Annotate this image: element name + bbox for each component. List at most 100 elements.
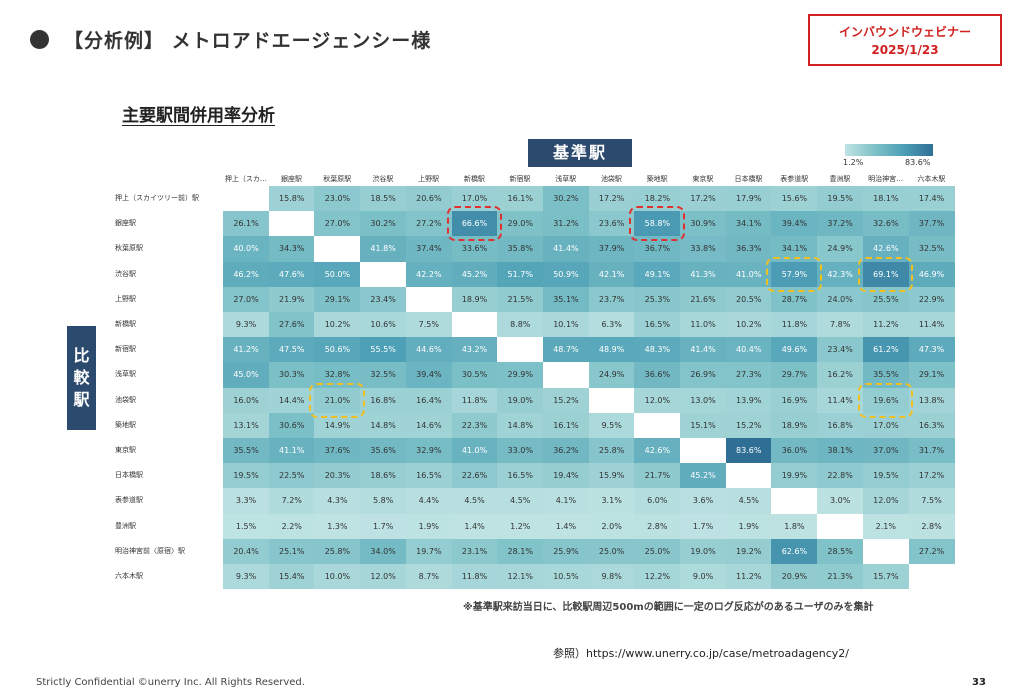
heatmap-cell: 27.6% (268, 312, 315, 338)
heatmap-cell: 19.2% (725, 538, 772, 564)
row-header: 上野駅 (115, 294, 136, 303)
row-header: 表参道駅 (115, 496, 143, 505)
heatmap-cell: 48.3% (634, 337, 681, 363)
badge-date: 2025/1/23 (871, 43, 939, 57)
heatmap-cell: 47.5% (268, 337, 315, 363)
heatmap-cell: 16.1% (497, 186, 544, 212)
heatmap-cell: 49.1% (634, 261, 681, 287)
row-header: 銀座駅 (115, 219, 136, 228)
heatmap-cell: 40.4% (725, 337, 772, 363)
heatmap-cell: 11.4% (817, 387, 864, 413)
heatmap-cell: 6.0% (634, 488, 681, 514)
heatmap-cell: 69.1% (862, 261, 909, 287)
chart-subtitle: 主要駅間併用率分析 (122, 106, 275, 126)
heatmap-cell: 19.0% (497, 387, 544, 413)
column-header: 日本橋駅 (734, 175, 763, 183)
row-header: 池袋駅 (115, 395, 136, 404)
heatmap-cell: 4.5% (725, 488, 772, 514)
heatmap-cell: 39.4% (405, 362, 452, 388)
heatmap-cell: 21.7% (634, 463, 681, 489)
heatmap-cell: 37.9% (588, 236, 635, 262)
slide-title: 【分析例】 メトロアドエージェンシー様 (64, 30, 432, 52)
heatmap-cell: 25.9% (542, 538, 589, 564)
heatmap-cell: 1.9% (405, 513, 452, 539)
heatmap-cell: 23.4% (817, 337, 864, 363)
heatmap-cell: 37.4% (405, 236, 452, 262)
row-header: 東京駅 (115, 446, 136, 454)
column-header: 上野駅 (418, 175, 440, 183)
heatmap-cell: 1.3% (314, 513, 361, 539)
heatmap-cell: 16.5% (634, 312, 681, 338)
heatmap-cell: 22.5% (268, 463, 315, 489)
heatmap-cell: 23.6% (588, 211, 635, 237)
heatmap-cell: 20.4% (223, 538, 270, 564)
row-header: 新宿駅 (115, 345, 136, 354)
heatmap-cell: 16.9% (771, 387, 818, 413)
row-header: 渋谷駅 (115, 269, 136, 278)
reference-link[interactable]: 参照）https://www.unerry.co.jp/case/metroad… (553, 647, 849, 660)
heatmap-cell: 28.1% (497, 538, 544, 564)
row-header: 押上（スカイツリー前）駅 (115, 194, 199, 202)
heatmap-cell: 15.7% (862, 564, 909, 590)
heatmap-cell: 36.3% (725, 236, 772, 262)
heatmap-cell: 24.9% (588, 362, 635, 388)
heatmap-cell: 30.9% (680, 211, 727, 237)
heatmap-cell: 61.2% (862, 337, 909, 363)
heatmap-cell: 22.3% (451, 412, 498, 438)
heatmap-cell (680, 438, 727, 464)
column-header: 豊洲駅 (829, 175, 851, 183)
heatmap-cell: 12.1% (497, 564, 544, 590)
heatmap-cell: 39.4% (771, 211, 818, 237)
heatmap-cell: 37.0% (862, 438, 909, 464)
heatmap-cell: 16.2% (817, 362, 864, 388)
heatmap-cell: 10.2% (314, 312, 361, 338)
compare-label-char-1: 比 (73, 346, 90, 365)
heatmap-cell: 4.5% (451, 488, 498, 514)
heatmap-cell: 30.3% (268, 362, 315, 388)
highlight-red (446, 206, 503, 242)
heatmap-cell: 41.1% (268, 438, 315, 464)
heatmap-cell: 22.6% (451, 463, 498, 489)
heatmap-cell: 3.3% (223, 488, 270, 514)
heatmap-cell (497, 337, 544, 363)
row-header: 浅草駅 (115, 370, 136, 379)
heatmap-cell: 36.6% (634, 362, 681, 388)
heatmap-cell: 20.6% (405, 186, 452, 212)
heatmap-cell: 19.5% (862, 463, 909, 489)
heatmap-cell: 83.6% (725, 438, 772, 464)
heatmap-cell: 1.4% (542, 513, 589, 539)
heatmap-cell: 36.2% (542, 438, 589, 464)
heatmap-cell: 1.9% (725, 513, 772, 539)
heatmap-cell: 50.0% (314, 261, 361, 287)
heatmap-cell: 16.5% (405, 463, 452, 489)
row-header: 新橋駅 (115, 320, 136, 328)
heatmap-cell: 17.4% (908, 186, 955, 212)
highlight-yellow (857, 256, 914, 292)
heatmap-cell: 37.2% (817, 211, 864, 237)
heatmap-cell: 41.0% (451, 438, 498, 464)
heatmap-cell: 16.8% (817, 412, 864, 438)
column-header: 渋谷駅 (372, 175, 394, 183)
heatmap-cell: 57.9% (771, 261, 818, 287)
heatmap-cell: 19.0% (680, 538, 727, 564)
compare-station-label: 比 較 駅 (67, 326, 96, 430)
heatmap-cell: 32.5% (360, 362, 407, 388)
heatmap-cell: 19.7% (405, 538, 452, 564)
heatmap-cell (451, 312, 498, 338)
heatmap-cell: 7.5% (908, 488, 955, 514)
column-header: 秋葉原駅 (323, 175, 352, 183)
heatmap-cell: 1.7% (680, 513, 727, 539)
row-header: 日本橋駅 (115, 471, 143, 480)
heatmap-cell (725, 463, 772, 489)
heatmap-cell: 26.9% (680, 362, 727, 388)
column-header: 押上（スカ… (224, 175, 267, 183)
heatmap-cell: 1.4% (451, 513, 498, 539)
heatmap-cell: 22.8% (817, 463, 864, 489)
heatmap-cell (634, 412, 681, 438)
heatmap-cell: 13.9% (725, 387, 772, 413)
heatmap-cell: 33.0% (497, 438, 544, 464)
heatmap-cell: 25.0% (588, 538, 635, 564)
heatmap-cell: 40.0% (223, 236, 270, 262)
heatmap-cell: 10.5% (542, 564, 589, 590)
heatmap-cell: 47.6% (268, 261, 315, 287)
